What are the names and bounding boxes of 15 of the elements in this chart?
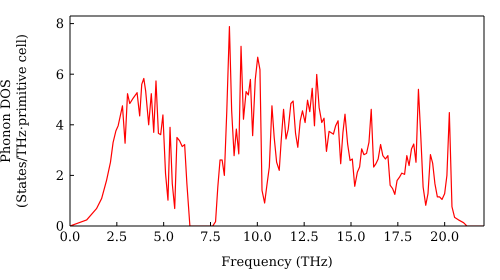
x-tick-label: 7.5 (200, 230, 221, 246)
x-tick-label: 12.5 (290, 230, 319, 246)
x-tick-label: 10.0 (242, 230, 272, 246)
y-axis-title: Phonon DOS (States/THz·primitive cell) (0, 34, 30, 208)
x-tick-label: 0.0 (60, 230, 80, 246)
x-tick-label: 15.0 (336, 230, 366, 246)
y-tick-label: 6 (56, 68, 64, 83)
x-tick-label: 17.5 (383, 230, 412, 246)
x-tick-label: 5.0 (153, 230, 174, 246)
x-axis-title: Frequency (THz) (221, 255, 333, 270)
x-tick-label: 20.0 (430, 230, 460, 246)
y-tick-label: 4 (56, 118, 64, 134)
x-tick-label: 2.5 (106, 230, 128, 246)
y-tick-label: 8 (56, 17, 64, 32)
y-tick-label: 2 (56, 169, 64, 184)
